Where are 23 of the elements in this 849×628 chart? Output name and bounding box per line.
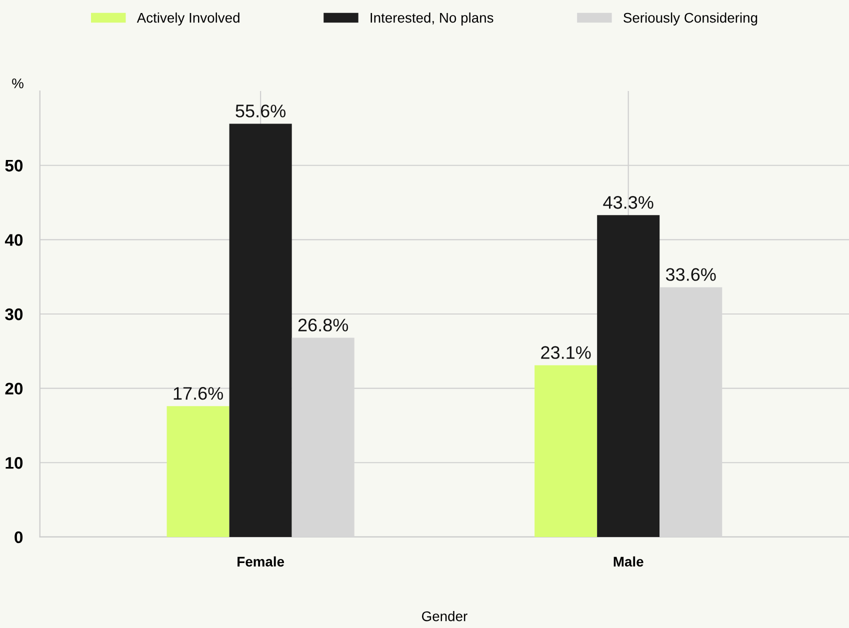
y-tick-label: 10	[6, 457, 23, 469]
data-label: 43.3%	[603, 196, 654, 209]
bar	[166, 406, 230, 537]
legend-label: Seriously Considering	[624, 12, 758, 26]
legend-label: Actively Involved	[136, 12, 240, 26]
y-tick-label: 30	[5, 308, 23, 320]
y-tick-label: 20	[5, 382, 23, 395]
y-tick-label: 0	[14, 531, 23, 544]
x-axis-title: Gender	[422, 611, 468, 622]
data-label: 23.1%	[541, 346, 591, 359]
x-tick-label: Male	[614, 556, 644, 567]
data-label: 26.8%	[298, 318, 348, 332]
y-axis-title: %	[12, 78, 24, 88]
x-tick-label: Female	[238, 556, 284, 567]
data-label: 17.6%	[174, 387, 223, 400]
data-label: 33.6%	[666, 268, 716, 281]
bar	[597, 215, 660, 537]
y-tick-label: 40	[4, 234, 23, 246]
y-tick-label: 50	[5, 160, 23, 172]
data-label: 55.6%	[236, 104, 286, 118]
legend-label: Interested, No plans	[370, 12, 494, 26]
bar	[229, 124, 292, 537]
bar	[534, 365, 598, 537]
